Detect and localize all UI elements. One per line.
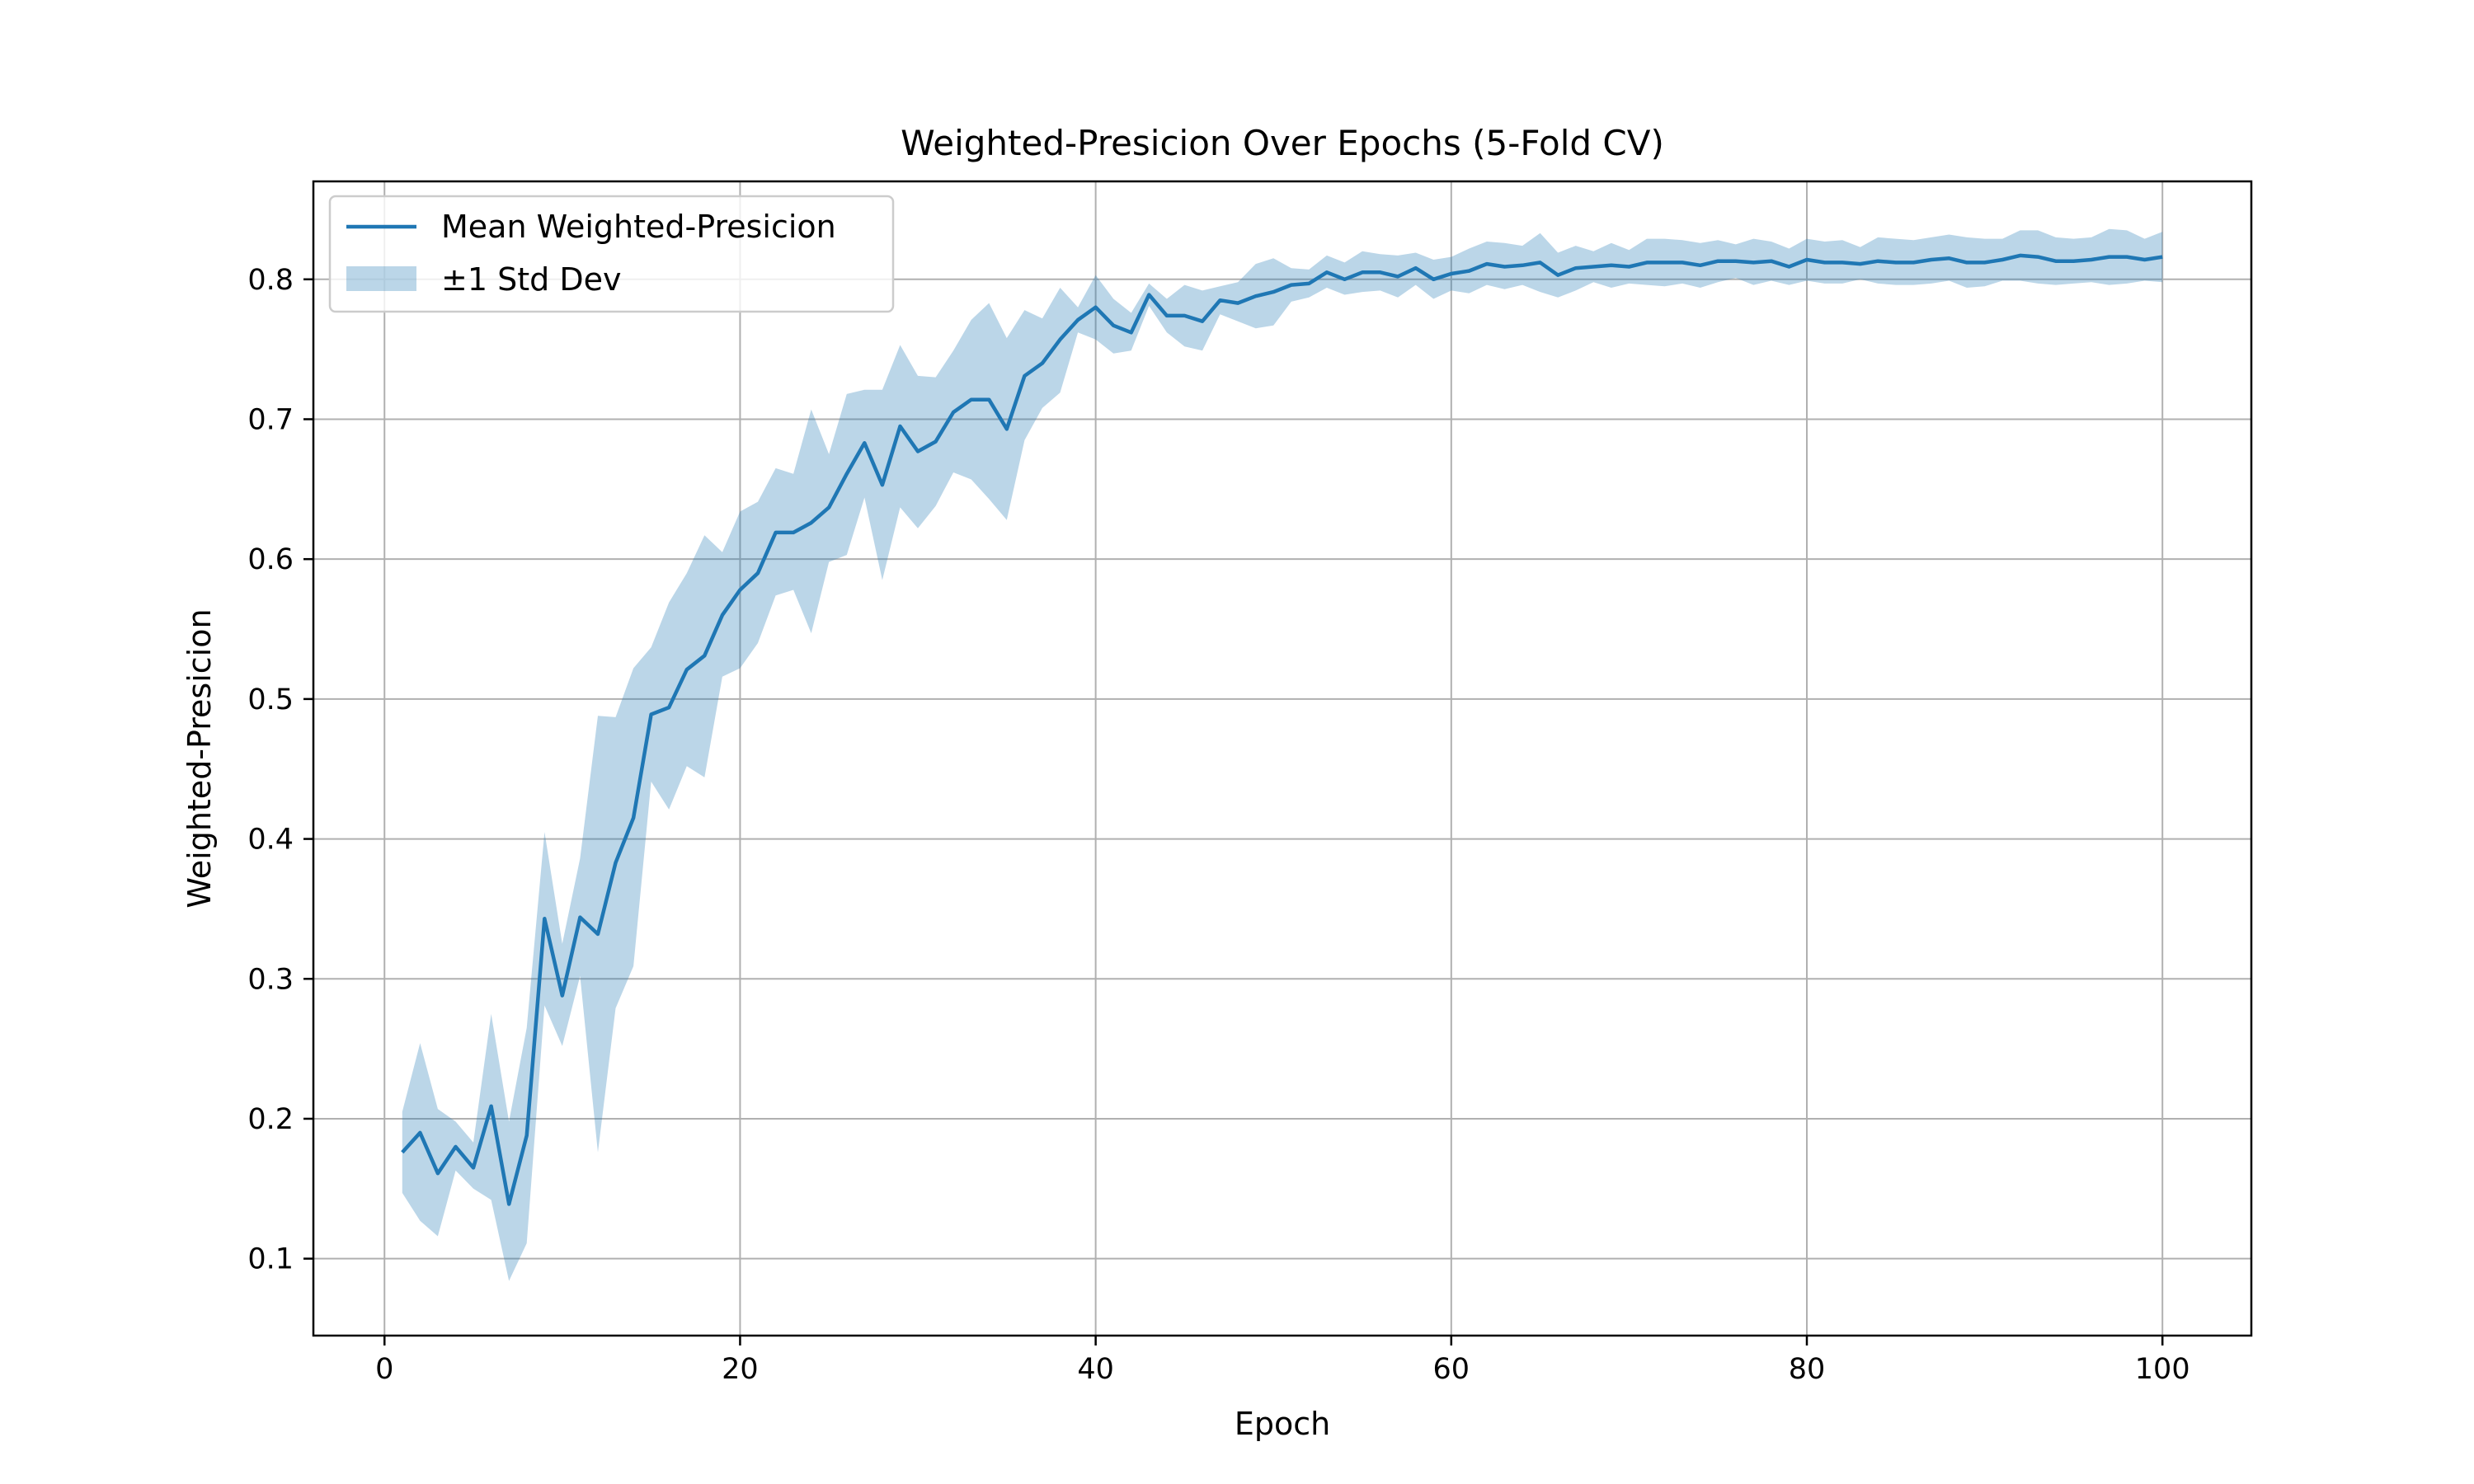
plot-frame — [312, 180, 2253, 1337]
grid-lines — [313, 181, 2251, 1336]
legend-band-swatch — [346, 266, 416, 291]
x-tick-label: 40 — [1077, 1353, 1114, 1386]
legend: Mean Weighted-Presicion ±1 Std Dev — [328, 195, 895, 313]
std-dev-band — [402, 228, 2163, 1281]
y-axis-ticks: 0.1 0.2 0.3 0.4 0.5 0.6 0.7 0.8 — [247, 264, 313, 1276]
x-tick-label: 80 — [1789, 1353, 1826, 1386]
x-tick-label: 100 — [2135, 1353, 2190, 1386]
x-tick-label: 0 — [375, 1353, 393, 1386]
y-tick-label: 0.8 — [247, 264, 294, 297]
x-tick-label: 60 — [1433, 1353, 1470, 1386]
legend-label-mean: Mean Weighted-Presicion — [441, 209, 836, 245]
x-axis-ticks: 0 20 40 60 80 100 — [375, 1336, 2190, 1386]
legend-box — [328, 195, 895, 313]
legend-label-std: ±1 Std Dev — [441, 261, 621, 298]
y-tick-label: 0.4 — [247, 824, 294, 857]
y-tick-label: 0.1 — [247, 1243, 294, 1276]
y-tick-label: 0.2 — [247, 1103, 294, 1136]
y-tick-label: 0.5 — [247, 683, 294, 716]
y-tick-label: 0.7 — [247, 403, 294, 436]
mean-line — [401, 253, 2163, 1206]
x-tick-label: 20 — [722, 1353, 759, 1386]
x-axis-label: Epoch — [1235, 1406, 1330, 1442]
y-axis-label: Weighted-Presicion — [181, 608, 218, 908]
chart-title: Weighted-Presicion Over Epochs (5-Fold C… — [901, 123, 1664, 163]
plot-background — [313, 181, 2251, 1336]
y-tick-label: 0.3 — [247, 963, 294, 996]
y-tick-label: 0.6 — [247, 543, 294, 576]
